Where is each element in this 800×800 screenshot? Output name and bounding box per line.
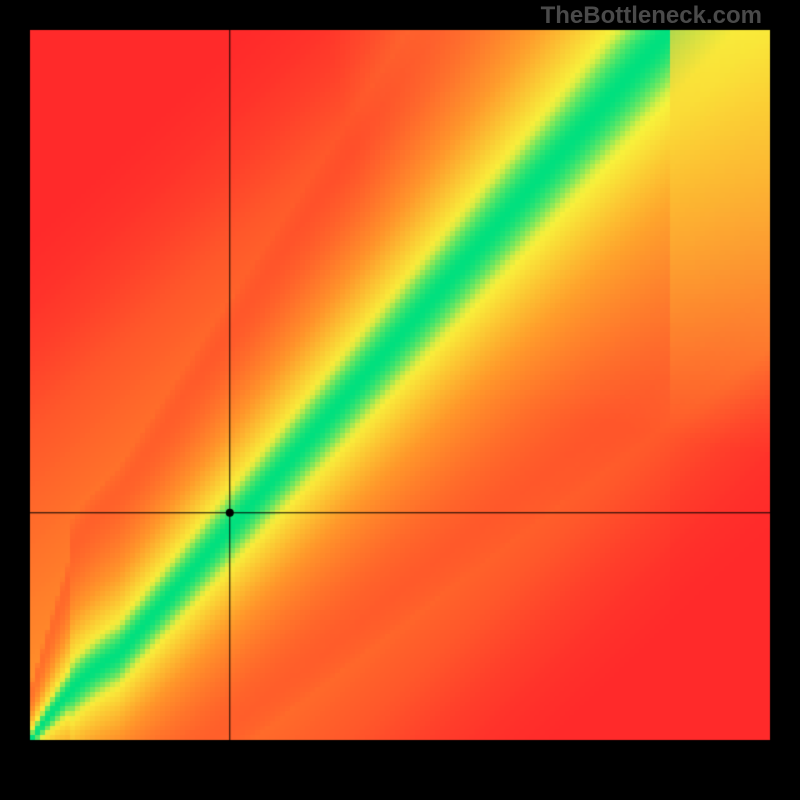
heatmap-canvas <box>0 0 800 800</box>
bottleneck-heatmap: TheBottleneck.com <box>0 0 800 800</box>
